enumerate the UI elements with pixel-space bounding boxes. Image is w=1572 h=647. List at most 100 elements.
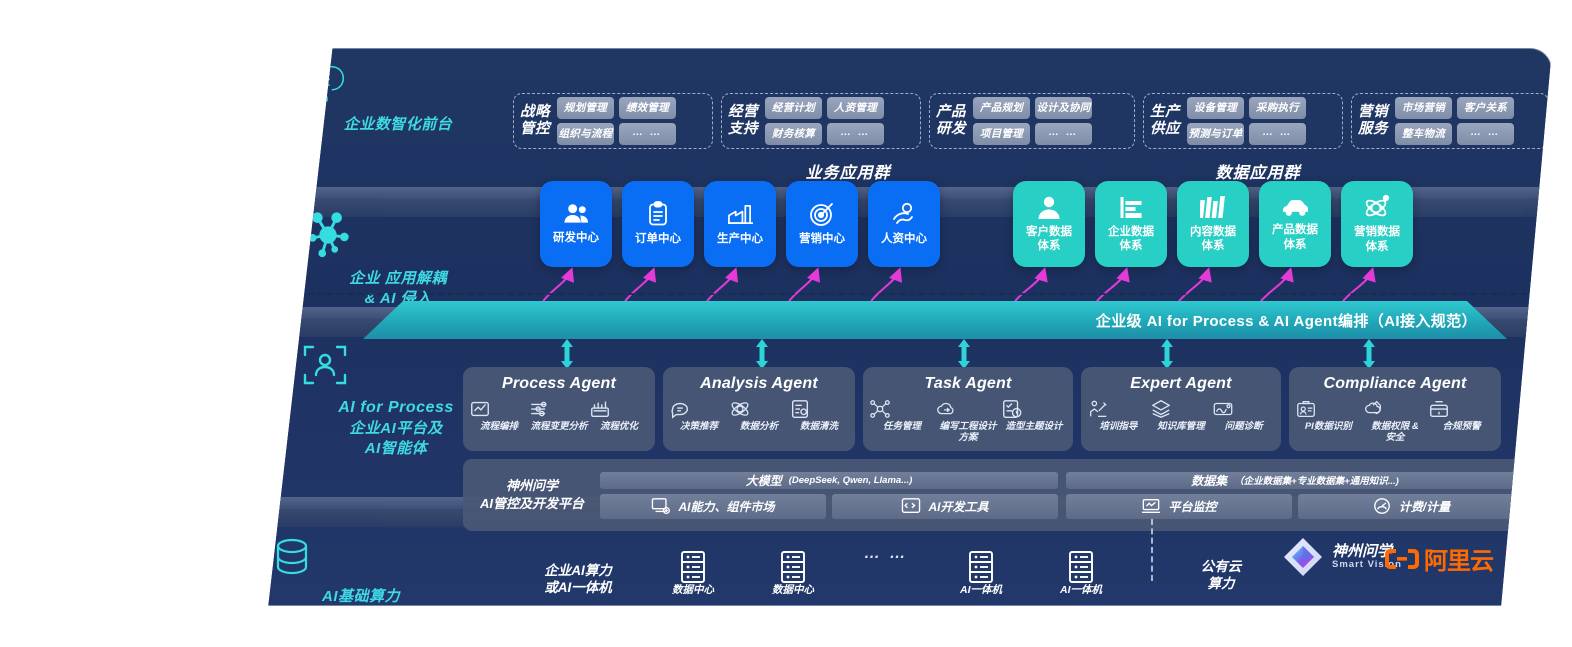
agent-capability[interactable]: 知识库管理 (1150, 398, 1213, 433)
capability-label: 培训指导 (1099, 421, 1138, 432)
car-icon (1281, 196, 1310, 218)
server-icon (966, 537, 996, 584)
app-card-production-center[interactable]: 生产中心 (704, 181, 776, 267)
chip-grid: 市场营销 客户关系 整车物流 … … (1395, 97, 1514, 145)
chip-grid: 规划管理 绩效管理 组织与流程 … … (557, 97, 676, 145)
platform-market-bar[interactable]: AI能力、组件市场 (600, 493, 826, 519)
chip-more[interactable]: … … (827, 123, 884, 145)
domain-group-strategy[interactable]: 战略 管控 规划管理 绩效管理 组织与流程 … … (513, 93, 713, 149)
agent-capability-list: 流程编排 流程变更分析 流程优化 (463, 398, 655, 433)
domain-group-operations[interactable]: 经营 支持 经营计划 人资管理 财务核算 … … (721, 93, 921, 149)
data-card-content[interactable]: 内容数据 体系 (1177, 181, 1249, 267)
id-card-icon (1295, 398, 1362, 420)
chip[interactable]: 预测与订单 (1187, 123, 1244, 145)
chip[interactable]: 财务核算 (765, 123, 822, 145)
app-card-rd-center[interactable]: 研发中心 (540, 181, 612, 267)
agent-capability[interactable]: 数据清洗 (789, 398, 849, 433)
domain-group-product-rd[interactable]: 产品 研发 产品规划 设计及协同 项目管理 … … (929, 93, 1135, 149)
chip[interactable]: 项目管理 (973, 123, 1030, 145)
chip-more[interactable]: … … (1457, 123, 1514, 145)
person-wave-icon (891, 201, 917, 227)
dataset-sublabel: （企业数据集+专业数据集+通用知识...) (1234, 476, 1399, 487)
diagnose-icon (1212, 398, 1275, 420)
infra-label: 数据中心 (772, 583, 814, 596)
decision-icon (669, 398, 729, 420)
chip-grid: 设备管理 采购执行 预测与订单 … … (1187, 97, 1306, 145)
agent-card-task[interactable]: Task Agent 任务管理 (863, 367, 1073, 451)
agent-capability[interactable]: 流程变更分析 (529, 398, 589, 433)
chip[interactable]: 设计及协同 (1035, 97, 1092, 119)
domain-group-manufacturing[interactable]: 生产 供应 设备管理 采购执行 预测与订单 … … (1143, 93, 1343, 149)
chip[interactable]: 采购执行 (1249, 97, 1306, 119)
data-card-product[interactable]: 产品数据 体系 (1259, 181, 1331, 267)
users-icon (563, 202, 590, 226)
doc-check-icon (1001, 398, 1067, 420)
agent-capability[interactable]: 任务管理 (869, 398, 935, 444)
server-icon (1066, 537, 1096, 584)
app-card-order-center[interactable]: 订单中心 (622, 181, 694, 267)
capability-label: 编写工程设计方案 (939, 421, 997, 443)
platform-devtool-bar[interactable]: AI开发工具 (832, 493, 1058, 519)
chip[interactable]: 整车物流 (1395, 123, 1452, 145)
ai-platform-strip[interactable]: 神州问学 AI管控及开发平台 大模型 (DeepSeek, Qwen, Llam… (463, 459, 1533, 531)
shenzhou-wenxue-logo: 神州问学 Smart Vision (1281, 535, 1402, 579)
chip[interactable]: 绩效管理 (619, 97, 676, 119)
server-icon (678, 537, 708, 584)
layer-separator-dashed (268, 293, 1527, 295)
server-icon (778, 537, 808, 584)
app-card-marketing-center[interactable]: 营销中心 (786, 181, 858, 267)
agent-card-expert[interactable]: Expert Agent 培训指导 知识库管理 (1081, 367, 1281, 451)
chip[interactable]: 经营计划 (765, 97, 822, 119)
optimize-icon (589, 398, 649, 420)
dataset-label: 数据集 (1191, 473, 1228, 488)
agent-capability[interactable]: 合规预警 (1428, 398, 1495, 444)
agent-capability[interactable]: 问题诊断 (1212, 398, 1275, 433)
platform-llm-bar[interactable]: 大模型 (DeepSeek, Qwen, Llama...) (600, 471, 1058, 489)
platform-right-column: 数据集 （企业数据集+专业数据集+通用知识...) 平台监控 (1066, 471, 1524, 519)
app-card-label: 营销中心 (799, 233, 845, 246)
factory-icon (727, 202, 754, 227)
agent-capability[interactable]: 流程优化 (589, 398, 649, 433)
data-card-customer[interactable]: 客户数据 体系 (1013, 181, 1085, 267)
domain-group-marketing[interactable]: 营销 服务 市场营销 客户关系 整车物流 … … (1351, 93, 1549, 149)
agent-card-analysis[interactable]: Analysis Agent 决策推荐 数据分析 (663, 367, 855, 451)
agent-capability[interactable]: 培训指导 (1087, 398, 1150, 433)
capability-label: 造型主题设计 (1005, 421, 1063, 432)
capability-label: 数据分析 (739, 421, 778, 432)
chip-more[interactable]: … … (1249, 123, 1306, 145)
aliyun-logo: 阿里云 (1385, 541, 1494, 576)
chip[interactable]: 市场营销 (1395, 97, 1452, 119)
training-icon (1087, 398, 1150, 420)
agent-capability[interactable]: PI数据识别 (1295, 398, 1362, 444)
infra-label: 公有云 算力 (1200, 559, 1242, 592)
orchestration-band[interactable]: 企业级 AI for Process & AI Agent编排（AI接入规范） (363, 301, 1507, 339)
platform-dataset-bar[interactable]: 数据集 （企业数据集+专业数据集+通用知识...) (1066, 471, 1524, 489)
rail-label: 企业 应用解耦 (349, 270, 447, 287)
data-card-enterprise[interactable]: 企业数据 体系 (1095, 181, 1167, 267)
agent-card-process[interactable]: Process Agent 流程编排 流程变更分析 (463, 367, 655, 451)
platform-monitor-bar[interactable]: 平台监控 (1066, 493, 1292, 519)
chip-more[interactable]: … … (1035, 123, 1092, 145)
capability-label: 合规预警 (1442, 421, 1481, 432)
chip[interactable]: 规划管理 (557, 97, 614, 119)
capability-label: 任务管理 (882, 421, 921, 432)
agent-capability[interactable]: 编写工程设计方案 (935, 398, 1001, 444)
agent-capability[interactable]: 决策推荐 (669, 398, 729, 433)
rail-item-ai-process: AI for Process 企业AI平台及 AI智能体 (301, 341, 491, 459)
chip[interactable]: 人资管理 (827, 97, 884, 119)
chip[interactable]: 产品规划 (973, 97, 1030, 119)
capability-label: 数据清洗 (799, 421, 838, 432)
platform-billing-bar[interactable]: 计费/计量 (1298, 493, 1524, 519)
data-card-label: 内容数据 体系 (1190, 225, 1236, 252)
chip[interactable]: 客户关系 (1457, 97, 1514, 119)
chip[interactable]: 组织与流程 (557, 123, 614, 145)
agent-capability[interactable]: 数据权限 & 安全 (1362, 398, 1429, 444)
app-card-hr-center[interactable]: 人资中心 (868, 181, 940, 267)
agent-capability[interactable]: 流程编排 (469, 398, 529, 433)
agent-capability[interactable]: 造型主题设计 (1001, 398, 1067, 444)
chip-more[interactable]: … … (619, 123, 676, 145)
agent-card-compliance[interactable]: Compliance Agent PI数据识别 (1289, 367, 1501, 451)
chip[interactable]: 设备管理 (1187, 97, 1244, 119)
data-card-marketing[interactable]: 营销数据 体系 (1341, 181, 1413, 267)
agent-capability[interactable]: 数据分析 (729, 398, 789, 433)
